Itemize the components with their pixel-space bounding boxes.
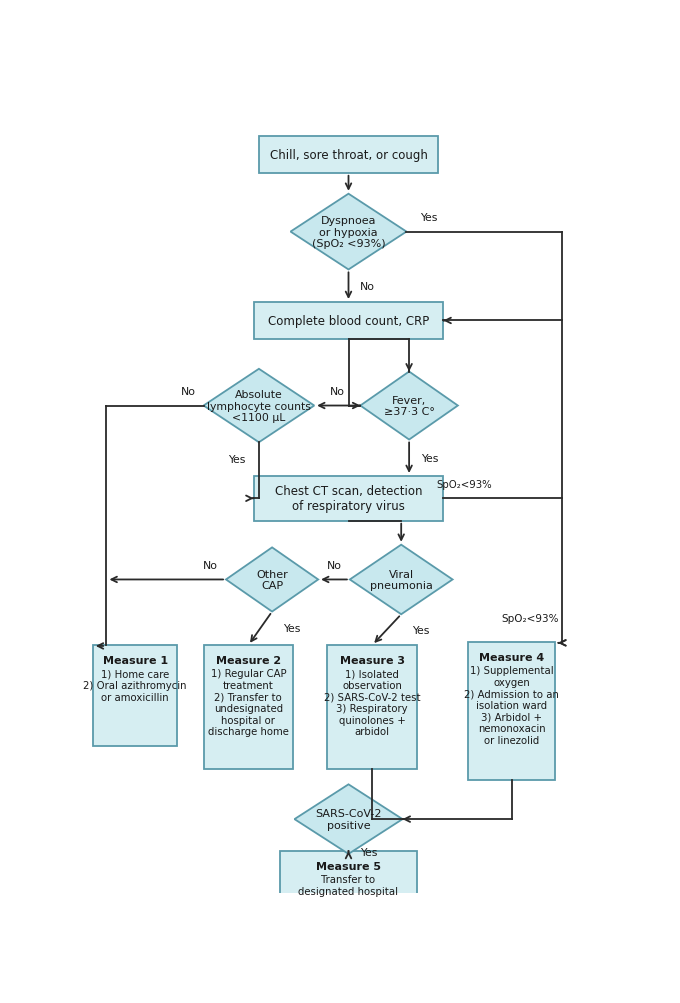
Polygon shape (294, 784, 403, 855)
Polygon shape (203, 369, 314, 442)
Text: Viral
pneumonia: Viral pneumonia (370, 569, 432, 591)
Text: Measure 2: Measure 2 (216, 656, 281, 666)
Text: Absolute
lymphocyte counts
<1100 μL: Absolute lymphocyte counts <1100 μL (207, 389, 311, 422)
Text: Yes: Yes (283, 624, 300, 634)
FancyBboxPatch shape (254, 476, 443, 522)
Text: Yes: Yes (360, 848, 377, 858)
Text: SpO₂<93%: SpO₂<93% (437, 479, 492, 489)
Text: Yes: Yes (228, 454, 245, 464)
Text: Measure 1: Measure 1 (103, 656, 168, 666)
FancyBboxPatch shape (469, 643, 556, 780)
Text: Complete blood count, CRP: Complete blood count, CRP (268, 315, 429, 328)
Text: 1) Isolated
observation
2) SARS-CoV-2 test
3) Respiratory
quinolones +
arbidol: 1) Isolated observation 2) SARS-CoV-2 te… (324, 669, 420, 736)
Text: Transfer to
designated hospital: Transfer to designated hospital (299, 875, 398, 896)
Polygon shape (350, 546, 453, 615)
Text: Chest CT scan, detection
of respiratory virus: Chest CT scan, detection of respiratory … (275, 484, 422, 513)
Polygon shape (290, 195, 407, 270)
FancyBboxPatch shape (280, 851, 417, 907)
FancyBboxPatch shape (259, 136, 438, 174)
Text: Yes: Yes (412, 625, 429, 635)
FancyBboxPatch shape (328, 646, 417, 769)
Text: No: No (360, 282, 375, 292)
Text: No: No (203, 561, 218, 571)
Text: SpO₂<93%: SpO₂<93% (502, 613, 559, 623)
Text: No: No (181, 387, 196, 397)
Text: Fever,
≥37·3 C°: Fever, ≥37·3 C° (384, 395, 435, 417)
FancyBboxPatch shape (254, 303, 443, 340)
FancyBboxPatch shape (93, 646, 177, 746)
Text: Chill, sore throat, or cough: Chill, sore throat, or cough (269, 148, 428, 161)
Text: Measure 5: Measure 5 (316, 861, 381, 871)
Text: Dyspnoea
or hypoxia
(SpO₂ <93%): Dyspnoea or hypoxia (SpO₂ <93%) (311, 216, 386, 249)
Text: No: No (326, 561, 341, 571)
FancyBboxPatch shape (203, 646, 293, 769)
Text: SARS-CoV-2
positive: SARS-CoV-2 positive (316, 808, 381, 830)
Text: Other
CAP: Other CAP (256, 569, 288, 591)
Text: Yes: Yes (420, 213, 437, 223)
Text: 1) Home care
2) Oral azithromycin
or amoxicillin: 1) Home care 2) Oral azithromycin or amo… (84, 669, 187, 702)
Text: Measure 3: Measure 3 (340, 656, 405, 666)
Text: 1) Supplemental
oxygen
2) Admission to an
isolation ward
3) Arbidol +
nemonoxaci: 1) Supplemental oxygen 2) Admission to a… (464, 666, 560, 745)
Text: Yes: Yes (421, 453, 438, 463)
Polygon shape (226, 548, 318, 612)
Text: No: No (330, 387, 345, 397)
Text: 1) Regular CAP
treatment
2) Transfer to
undesignated
hospital or
discharge home: 1) Regular CAP treatment 2) Transfer to … (208, 669, 289, 736)
Polygon shape (360, 372, 458, 440)
Text: Measure 4: Measure 4 (479, 653, 545, 662)
